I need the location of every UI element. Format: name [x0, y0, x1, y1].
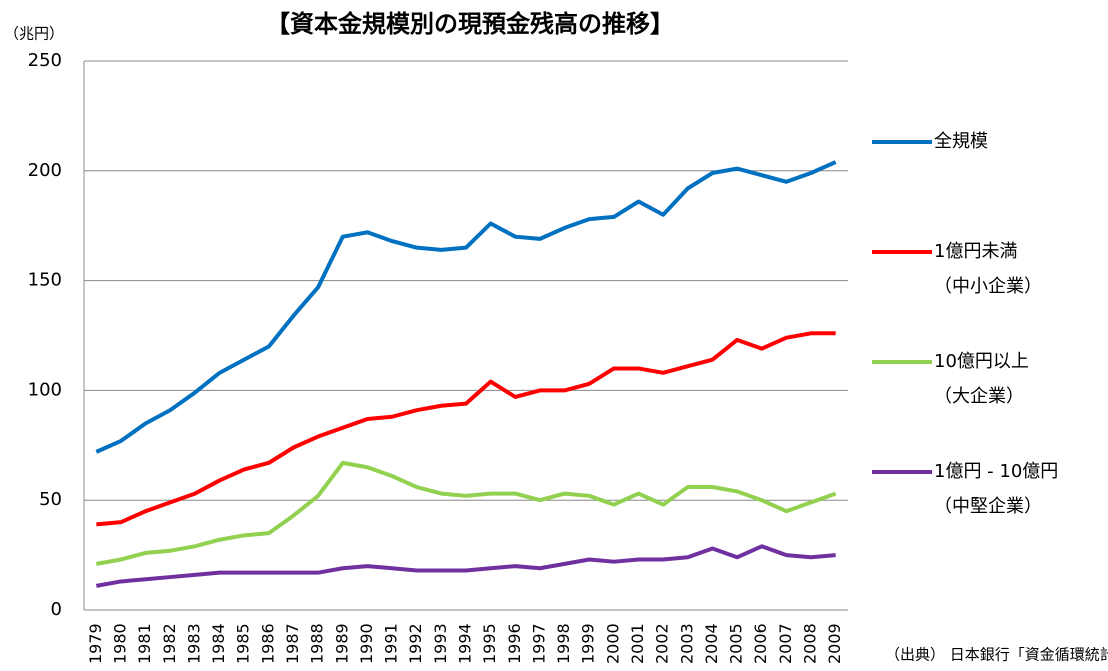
x-tick-label: 1999: [579, 623, 598, 664]
x-tick-label: 1988: [308, 623, 327, 664]
chart-title: 【資本金規模別の現預金残高の推移】: [266, 10, 674, 38]
x-tick-label: 1979: [86, 623, 105, 664]
x-tick-label: 1990: [357, 623, 376, 664]
legend-label: 1億円 - 10億円: [934, 461, 1058, 482]
x-tick-label: 1994: [456, 623, 475, 664]
x-tick-label: 1998: [554, 623, 573, 664]
x-tick-label: 2007: [776, 623, 795, 664]
legend-label: 全規模: [934, 131, 988, 152]
legend-label: 1億円未満: [934, 241, 1017, 262]
legend-note: （中小企業）: [934, 276, 1042, 297]
x-tick-label: 1995: [480, 623, 499, 664]
x-tick-label: 1984: [209, 623, 228, 664]
legend-note: （大企業）: [934, 386, 1024, 407]
x-tick-label: 2004: [702, 623, 721, 664]
x-tick-label: 2006: [751, 623, 770, 664]
series-line: [96, 331, 836, 527]
y-tick-label: 0: [51, 599, 62, 620]
x-tick-label: 2001: [628, 623, 647, 664]
x-tick-label: 1993: [431, 623, 450, 664]
source-note: （出典） 日本銀行「資金循環統計」: [885, 646, 1108, 664]
x-tick-label: 1996: [505, 623, 524, 664]
x-tick-label: 2009: [825, 623, 844, 664]
legend-label: 10億円以上: [934, 351, 1029, 372]
y-tick-label: 150: [28, 270, 62, 291]
series-line: [95, 544, 836, 588]
x-tick-label: 1983: [184, 623, 203, 664]
y-tick-label: 250: [28, 50, 62, 71]
y-tick-label: 200: [28, 160, 62, 181]
x-tick-label: 1980: [110, 623, 129, 664]
x-tick-label: 1987: [283, 623, 302, 664]
x-tick-label: 2008: [801, 623, 820, 664]
x-tick-label: 1997: [529, 623, 548, 664]
y-unit: （兆円）: [4, 25, 64, 43]
x-tick-label: 2005: [727, 623, 746, 664]
x-tick-label: 2000: [603, 623, 622, 664]
series-line: [95, 160, 837, 454]
x-tick-label: 2003: [677, 623, 696, 664]
series-line: [95, 460, 837, 566]
x-tick-label: 1992: [406, 623, 425, 664]
legend-note: （中堅企業）: [934, 496, 1042, 517]
x-tick-label: 1986: [258, 623, 277, 664]
x-tick-label: 1991: [382, 623, 401, 664]
x-tick-label: 1989: [332, 623, 351, 664]
y-tick-label: 100: [28, 379, 62, 400]
x-tick-label: 2002: [653, 623, 672, 664]
x-tick-label: 1981: [135, 623, 154, 664]
x-tick-label: 1985: [234, 623, 253, 664]
x-tick-label: 1982: [160, 623, 179, 664]
y-tick-label: 50: [39, 489, 62, 510]
